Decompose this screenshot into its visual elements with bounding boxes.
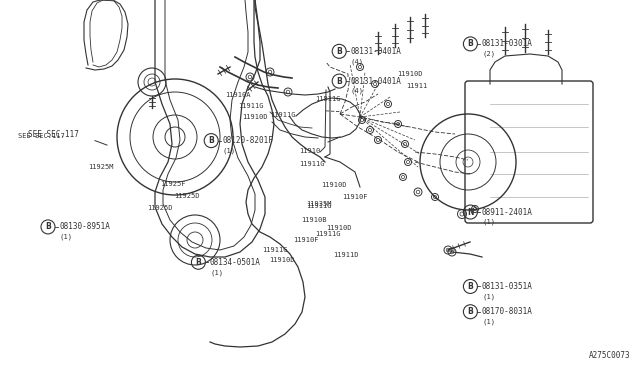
Text: SEE SEC.117: SEE SEC.117	[28, 130, 79, 139]
Text: 11935M: 11935M	[306, 201, 332, 207]
Text: 11910D: 11910D	[397, 71, 422, 77]
Text: (1): (1)	[482, 293, 495, 300]
Text: B: B	[468, 39, 473, 48]
Text: 08170-8031A: 08170-8031A	[482, 307, 533, 316]
Text: B: B	[468, 282, 473, 291]
Text: (4): (4)	[351, 88, 364, 94]
Text: 11925F: 11925F	[160, 181, 186, 187]
Text: 08131-0401A: 08131-0401A	[351, 77, 402, 86]
Text: 08131-0301A: 08131-0301A	[482, 39, 533, 48]
Text: (4): (4)	[351, 58, 364, 65]
Text: 11910F: 11910F	[342, 194, 368, 200]
Text: 11911G: 11911G	[306, 203, 332, 209]
Text: 11911G: 11911G	[238, 103, 264, 109]
Text: 11911G: 11911G	[315, 96, 340, 102]
Text: 11911G: 11911G	[262, 247, 288, 253]
Text: (1): (1)	[482, 219, 495, 225]
Text: (1): (1)	[482, 318, 495, 325]
Text: 11911D: 11911D	[333, 252, 358, 258]
Text: 08911-2401A: 08911-2401A	[482, 208, 533, 217]
Text: B: B	[337, 77, 342, 86]
Text: 11910D: 11910D	[269, 257, 294, 263]
Text: 08131-0351A: 08131-0351A	[482, 282, 533, 291]
Text: SEE SEC.117: SEE SEC.117	[18, 133, 65, 139]
Text: 11910: 11910	[300, 148, 321, 154]
Text: 11925D: 11925D	[147, 205, 173, 211]
Text: 11911G: 11911G	[300, 161, 325, 167]
Text: 11910A: 11910A	[225, 92, 251, 98]
Text: 11910D: 11910D	[326, 225, 352, 231]
Text: 11910B: 11910B	[301, 217, 326, 223]
Text: 11910D: 11910D	[321, 182, 347, 188]
Text: 11910D: 11910D	[242, 114, 268, 120]
Text: 08120-8201F: 08120-8201F	[223, 136, 274, 145]
Text: (2): (2)	[482, 51, 495, 57]
Text: B: B	[45, 222, 51, 231]
Text: 08131-0401A: 08131-0401A	[351, 47, 402, 56]
Text: N: N	[467, 208, 474, 217]
Text: 11910F: 11910F	[293, 237, 319, 243]
Text: 11911G: 11911G	[270, 112, 296, 118]
Text: (1): (1)	[210, 269, 223, 276]
Text: 11925D: 11925D	[174, 193, 200, 199]
Text: 11911G: 11911G	[315, 231, 340, 237]
Text: A275C0073: A275C0073	[588, 351, 630, 360]
Text: 08134-0501A: 08134-0501A	[210, 258, 261, 267]
Text: B: B	[337, 47, 342, 56]
Text: 11925M: 11925M	[88, 164, 114, 170]
Text: 11911: 11911	[406, 83, 428, 89]
Text: (1): (1)	[60, 234, 73, 240]
Text: 08130-8951A: 08130-8951A	[60, 222, 111, 231]
Text: B: B	[196, 258, 201, 267]
Text: B: B	[209, 136, 214, 145]
Text: (1): (1)	[223, 147, 236, 154]
Text: B: B	[468, 307, 473, 316]
